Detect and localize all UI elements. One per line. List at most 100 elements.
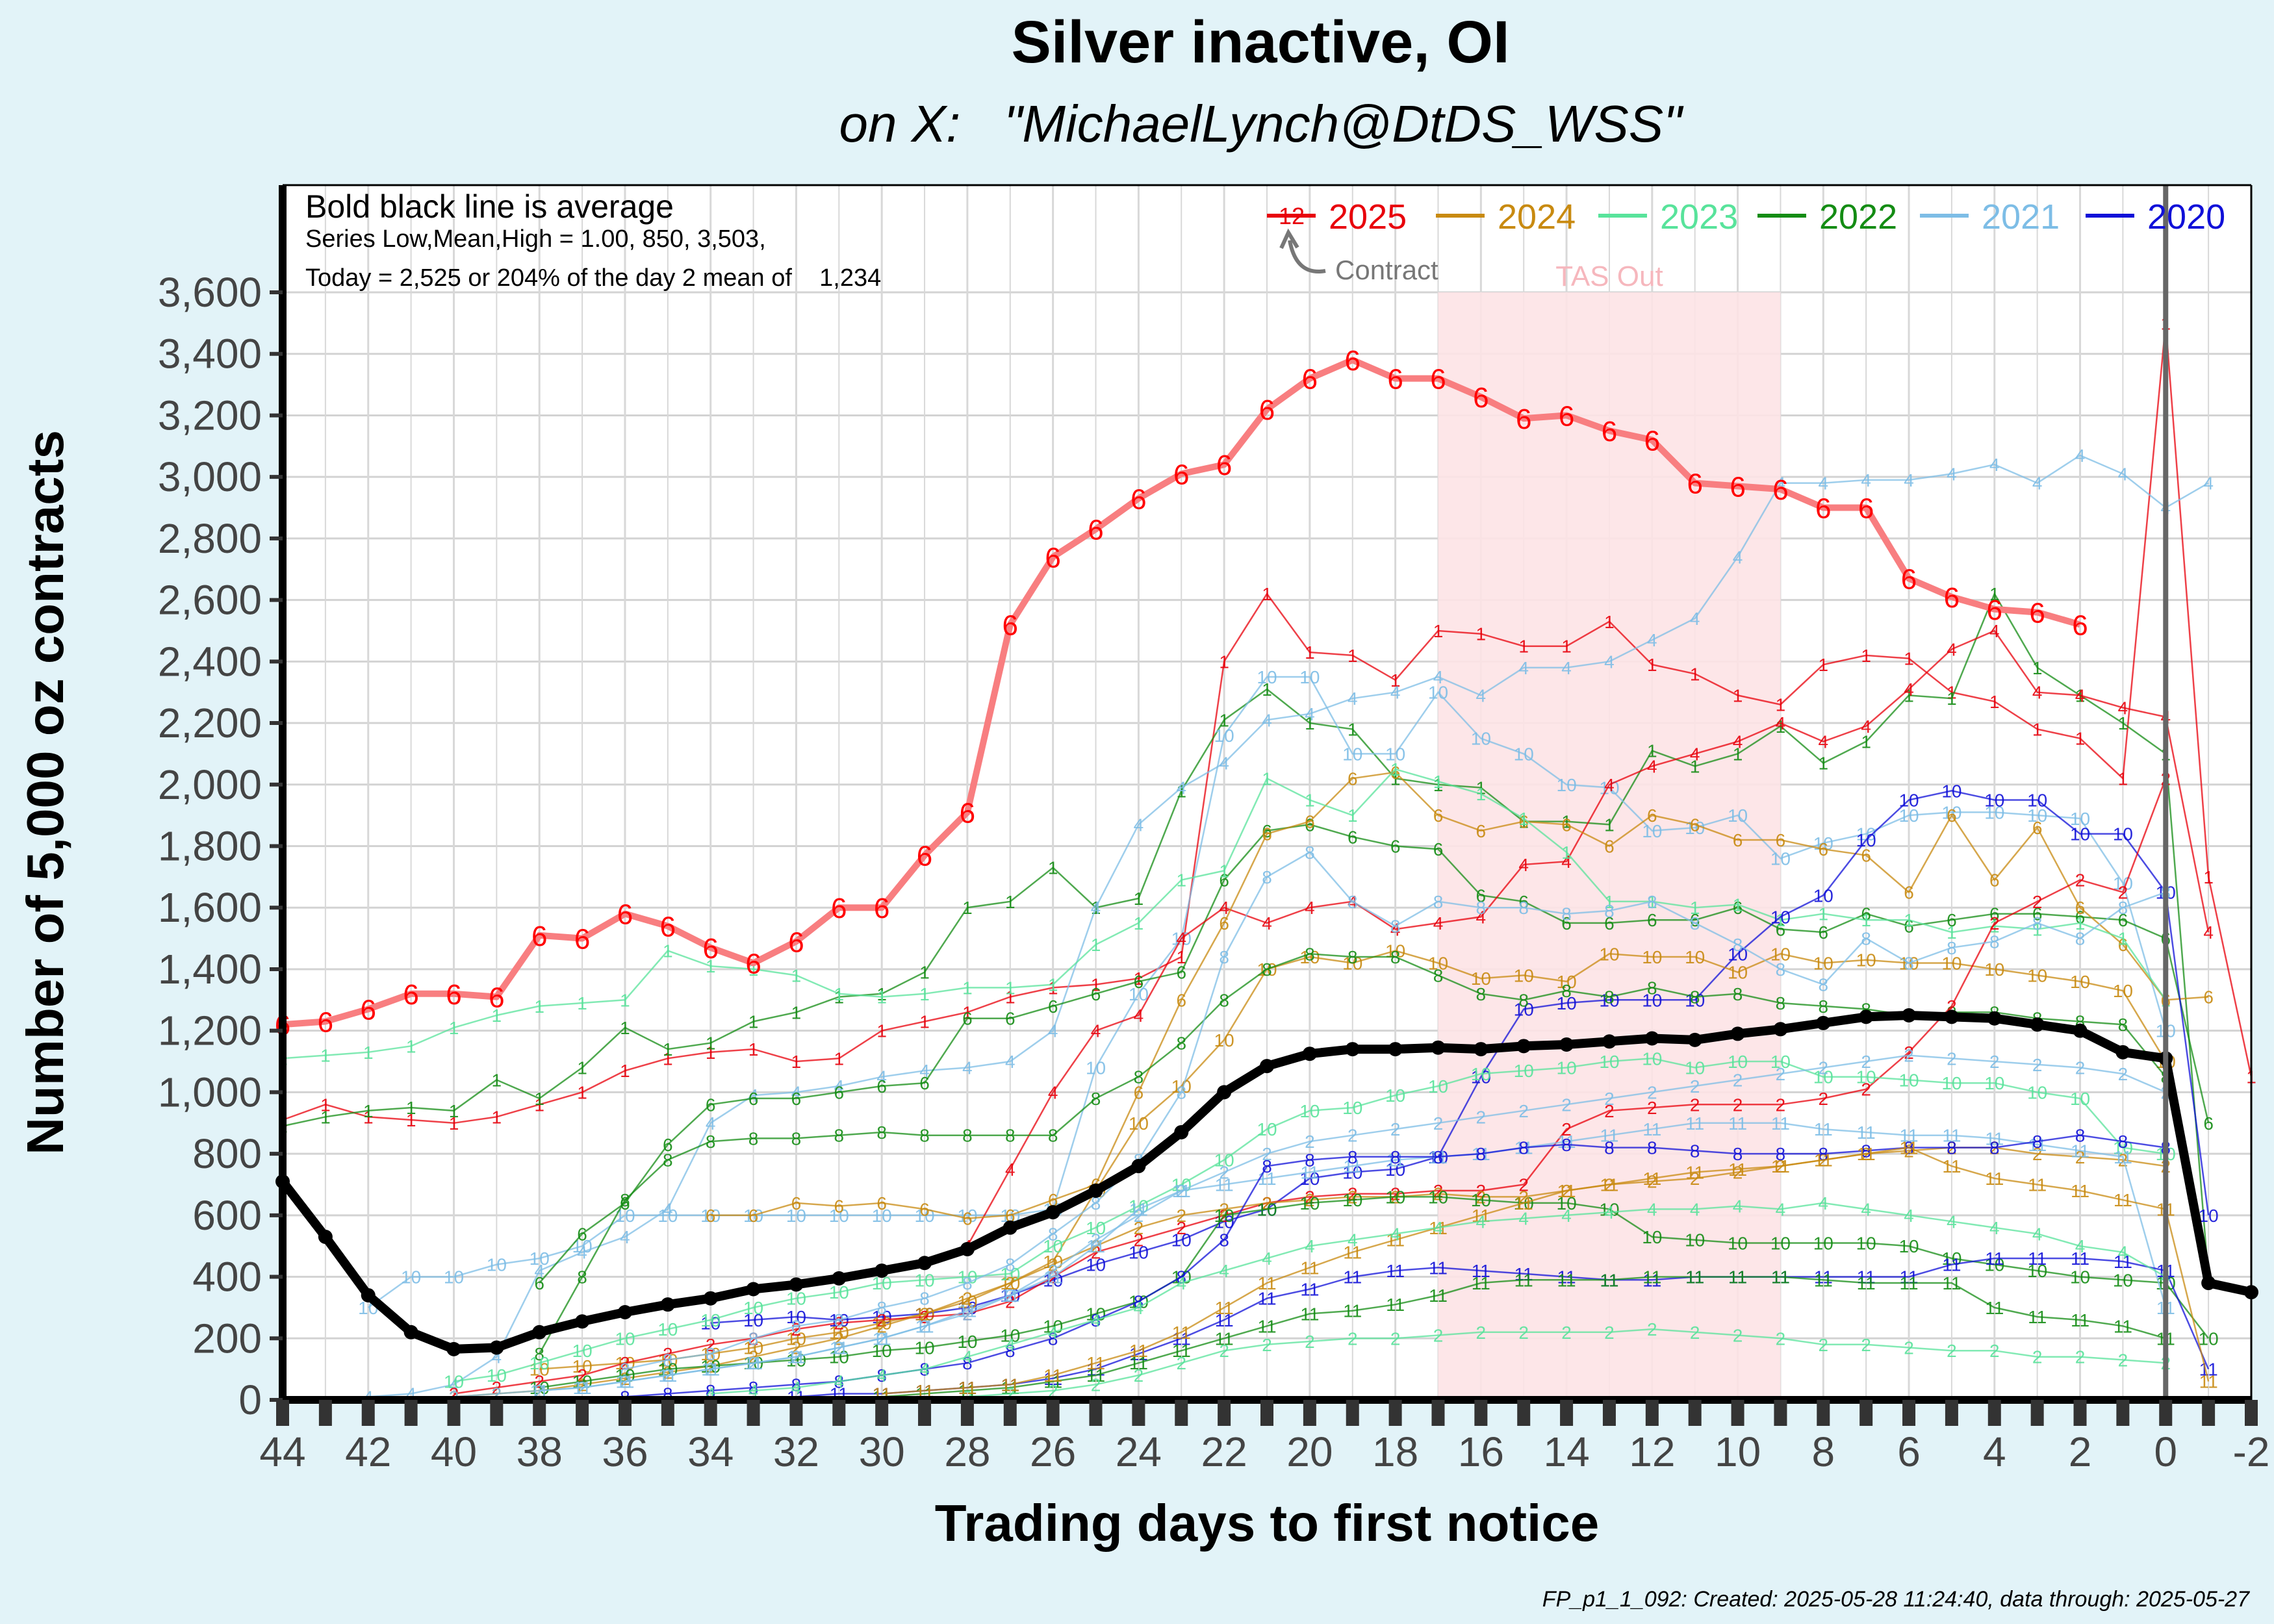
y-tick-label: 2,000 (158, 761, 262, 808)
point-label: 11 (1386, 1261, 1405, 1281)
point-label: 1 (320, 1095, 331, 1115)
point-label: 2 (2118, 1064, 2128, 1084)
point-label: 8 (706, 1344, 716, 1364)
point-label: 11 (1600, 1174, 1618, 1195)
point-label: 2 (620, 1369, 630, 1389)
point-label: 8 (1348, 892, 1358, 912)
point-label: 2 (1604, 1101, 1615, 1121)
point-label: 1 (962, 978, 973, 998)
point-label: 4 (1305, 704, 1315, 724)
point-label: 4 (620, 1227, 630, 1247)
x-tick (404, 1400, 418, 1426)
point-label: 4 (1134, 815, 1144, 835)
point-label: 4 (1861, 717, 1871, 737)
x-tick (1945, 1400, 1958, 1426)
current-point-label: 6 (1131, 483, 1146, 515)
point-label: 1 (876, 987, 887, 1008)
point-label: 2 (2075, 1058, 2086, 1078)
point-label: 11 (1685, 1267, 1704, 1288)
point-label: 10 (1257, 1199, 1277, 1219)
point-label: 8 (1176, 1034, 1186, 1054)
y-tick-label: 3,000 (158, 453, 262, 500)
point-label: 2 (1561, 1323, 1572, 1343)
point-label: 2 (1219, 1163, 1229, 1183)
point-label: 11 (1942, 1156, 1961, 1176)
x-tick (1260, 1400, 1273, 1426)
average-point (1730, 1026, 1745, 1041)
contract-callout: Contract (1279, 228, 1438, 285)
point-label: 10 (743, 1298, 763, 1318)
point-label: 10 (1557, 993, 1577, 1013)
point-label: 4 (1989, 455, 2000, 475)
series-line (967, 1328, 2166, 1398)
point-label: 2 (1476, 1187, 1487, 1207)
average-point (1003, 1220, 1017, 1235)
point-label: 2 (1348, 1187, 1358, 1207)
point-label: 8 (1048, 1224, 1058, 1244)
point-label: 11 (1814, 1119, 1833, 1139)
point-label: 8 (791, 1375, 802, 1395)
chart-subtitle: on X: "MichaelLynch@DtDS_WSS" (839, 95, 1684, 153)
point-label: 6 (1262, 824, 1272, 844)
point-label: 10 (530, 1353, 550, 1373)
point-label: 1 (1005, 892, 1016, 912)
point-label: 2 (1348, 1126, 1358, 1146)
info-line-2: Series Low,Mean,High = 1.00, 850, 3,503, (305, 225, 766, 253)
point-label: 11 (1900, 1126, 1919, 1146)
point-label: 6 (1262, 821, 1272, 841)
point-label: 6 (1947, 806, 1957, 826)
point-label: 6 (1561, 913, 1572, 933)
point-label: 1 (2118, 768, 2128, 789)
average-point (1217, 1085, 1232, 1100)
average-point (1944, 1009, 1959, 1024)
point-label: 11 (1814, 1150, 1833, 1171)
point-label: 1 (1134, 913, 1144, 933)
point-label: 1 (1091, 935, 1101, 955)
point-label: 8 (1262, 1156, 1272, 1176)
point-label: 1 (1048, 975, 1058, 995)
point-label: 10 (487, 1255, 507, 1275)
point-label: 1 (1819, 754, 1829, 774)
point-label: 11 (1086, 1353, 1105, 1373)
point-label: 6 (791, 1193, 802, 1213)
point-label: 2 (1476, 1323, 1487, 1343)
point-label: 8 (1733, 984, 1743, 1004)
point-label: 6 (2075, 907, 2086, 927)
point-label: 1 (1176, 947, 1186, 967)
point-label: 8 (1604, 901, 1615, 921)
point-label: 8 (1091, 1089, 1101, 1109)
point-label: 2 (1819, 1089, 1829, 1109)
current-point-label: 6 (2029, 598, 2045, 629)
point-label: 4 (1561, 852, 1572, 872)
point-label: 1 (577, 1058, 587, 1078)
point-label: 8 (1989, 932, 2000, 952)
point-label: 1 (1561, 843, 1572, 863)
point-label: 11 (1172, 1323, 1191, 1343)
point-label: 8 (1005, 1126, 1016, 1146)
point-label: 4 (1219, 754, 1229, 774)
point-label: 8 (1819, 975, 1829, 995)
point-label: 1 (1219, 710, 1229, 730)
point-label: 10 (1813, 1067, 1833, 1087)
point-label: 2 (663, 1365, 673, 1386)
point-label: 4 (1819, 474, 1829, 494)
point-label: 11 (1728, 1113, 1747, 1134)
x-tick-label: 10 (1715, 1428, 1761, 1475)
point-label: 8 (2118, 898, 2128, 918)
point-label: 11 (958, 1378, 977, 1398)
point-label: 6 (1561, 815, 1572, 835)
point-label: 6 (1005, 1009, 1016, 1029)
current-point-label: 6 (1216, 450, 1232, 481)
point-label: 2 (1733, 1163, 1743, 1183)
point-label: 1 (1176, 870, 1186, 891)
point-label: 6 (1134, 1082, 1144, 1102)
point-label: 8 (577, 1267, 587, 1288)
point-label: 1 (1348, 806, 1358, 826)
point-label: 6 (1433, 839, 1444, 859)
point-label: 2 (1647, 1172, 1657, 1192)
x-tick-label: 42 (345, 1428, 391, 1475)
x-tick (1046, 1400, 1060, 1426)
point-label: 2 (2118, 1350, 2128, 1370)
x-tick (276, 1400, 289, 1426)
current-point-label: 6 (1344, 345, 1360, 377)
